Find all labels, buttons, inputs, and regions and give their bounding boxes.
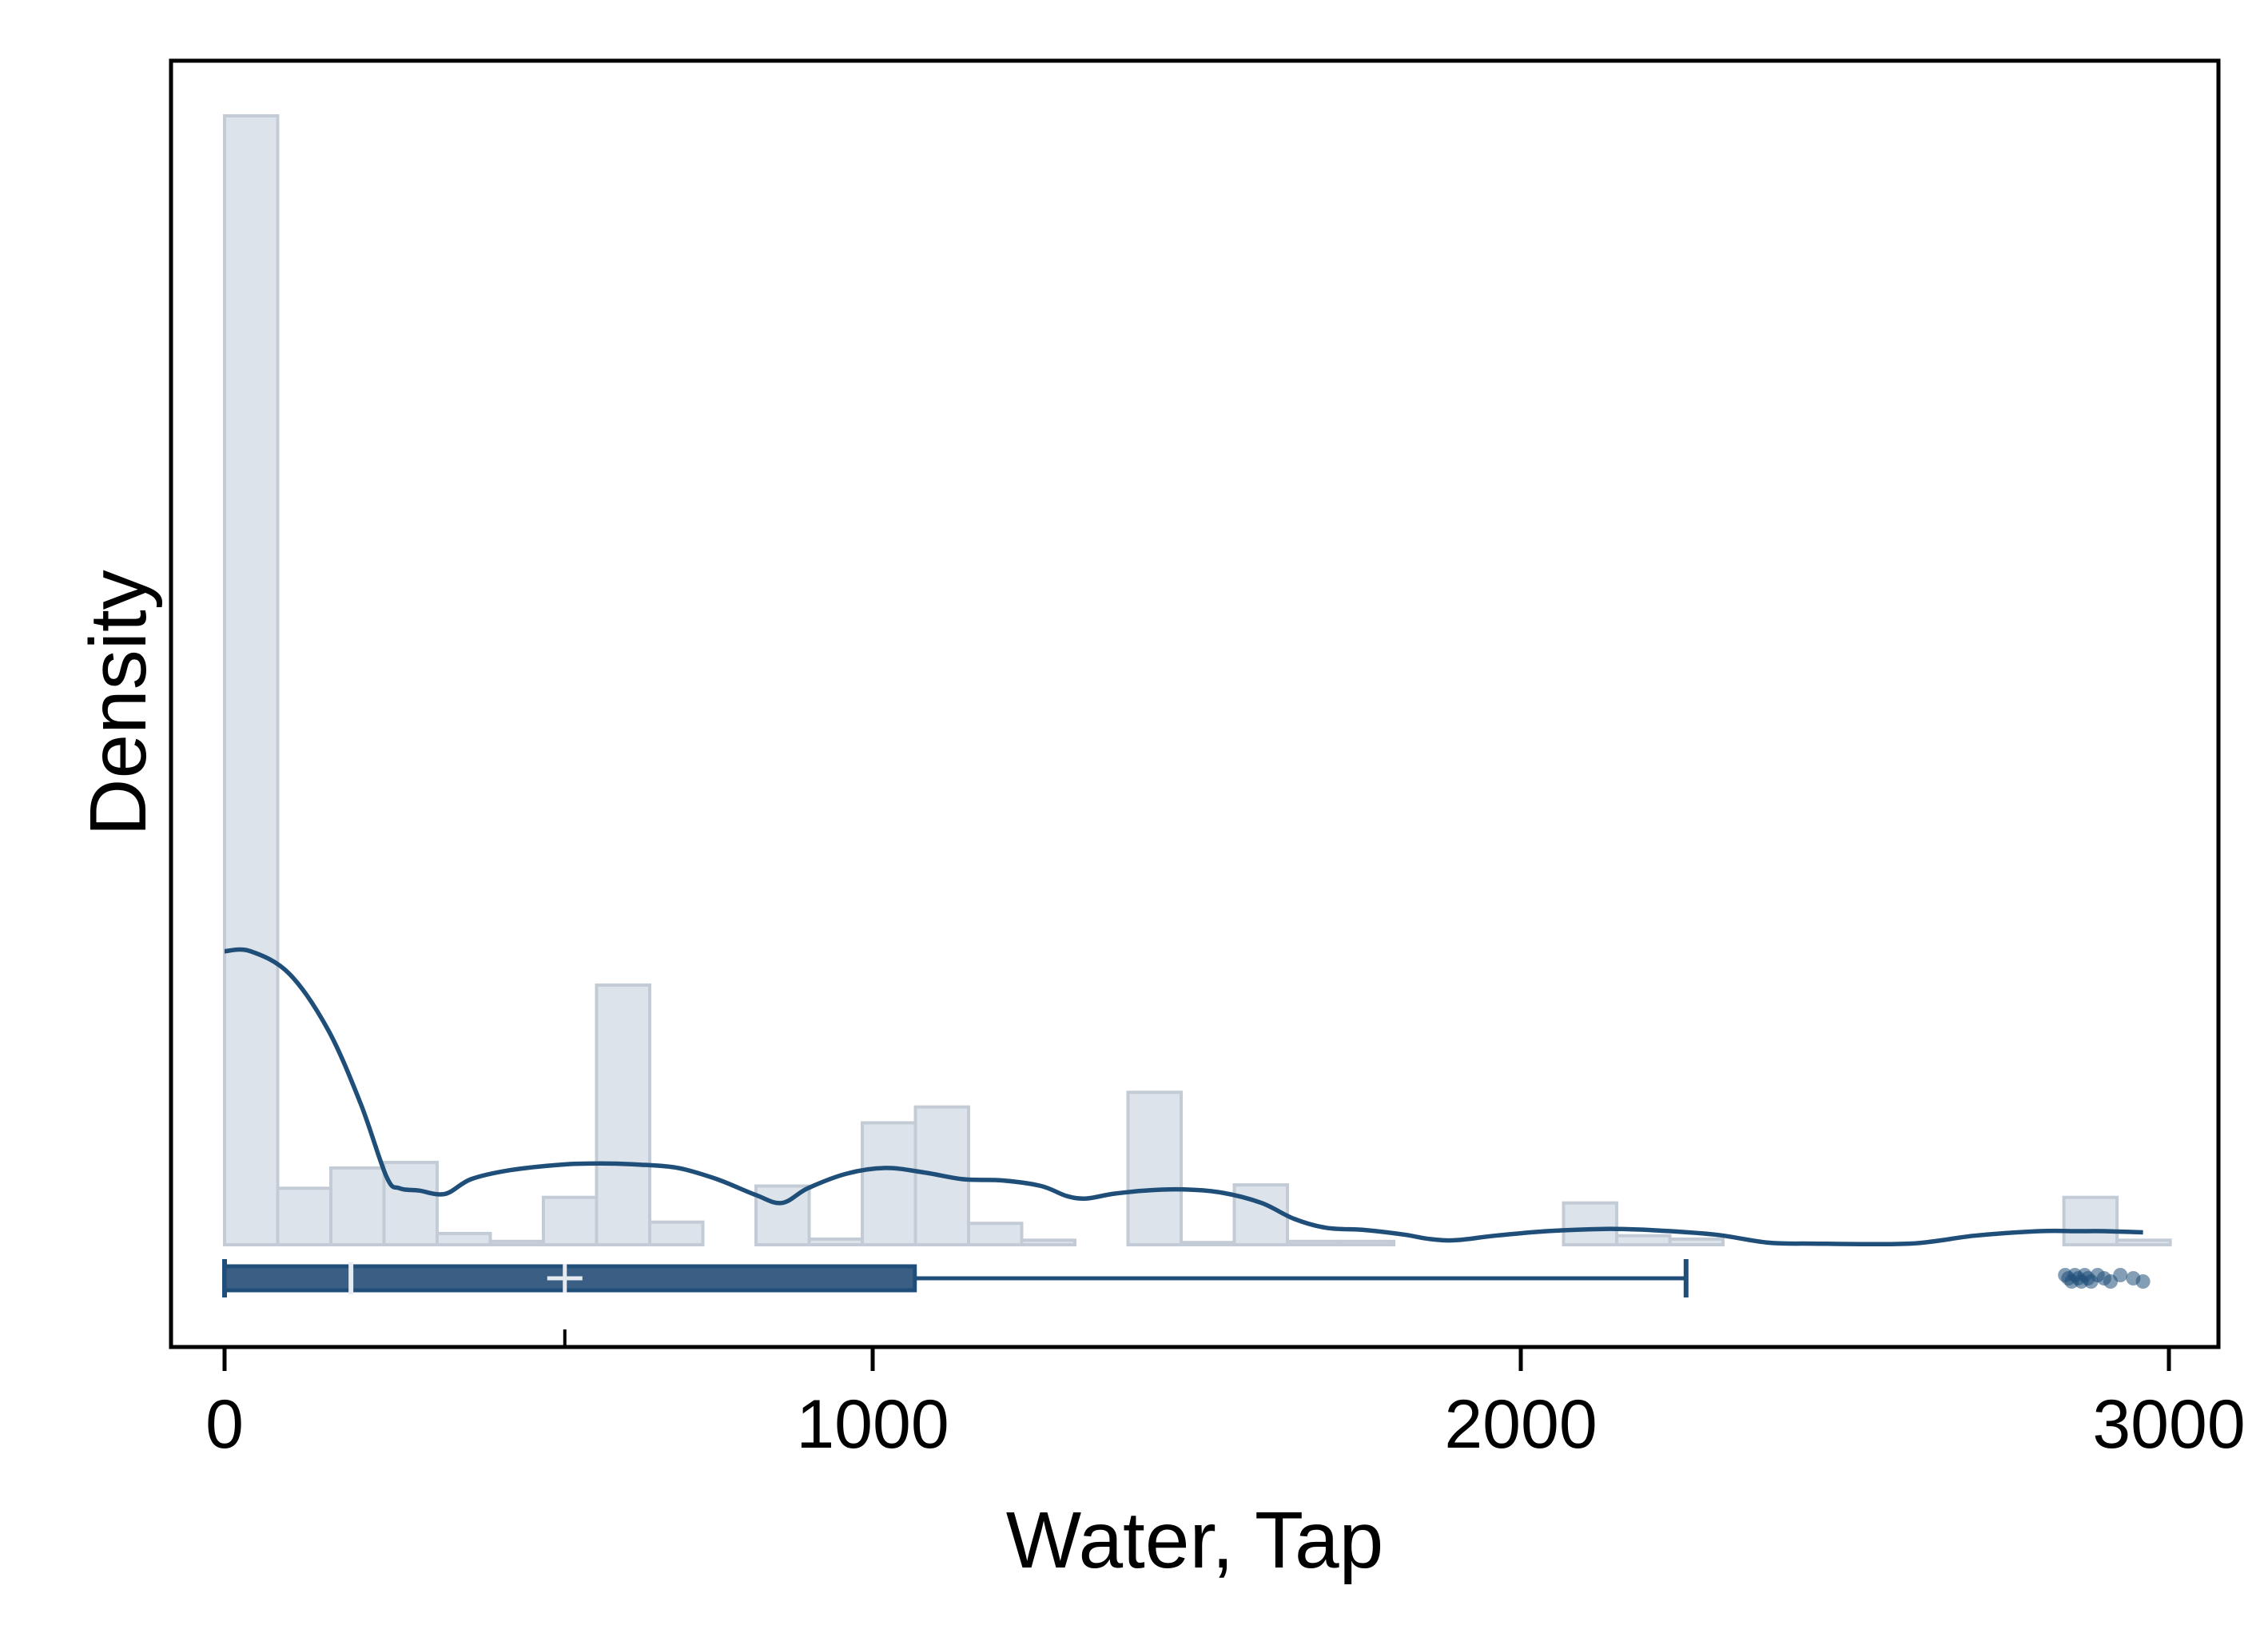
- histogram-bar: [807, 1237, 864, 1247]
- histogram-bar: [1562, 1201, 1618, 1246]
- histogram-bar: [542, 1195, 599, 1246]
- outlier-point: [2135, 1274, 2151, 1289]
- histogram-bar: [382, 1160, 439, 1247]
- histogram-bar: [276, 1186, 332, 1247]
- x-axis-title: Water, Tap: [1006, 1496, 1383, 1585]
- histogram-bar: [223, 114, 280, 1246]
- histogram-bar: [1286, 1239, 1343, 1247]
- histogram-bar: [1020, 1238, 1076, 1247]
- boxplot: [222, 1259, 1689, 1297]
- histogram-bar: [861, 1121, 917, 1247]
- x-axis: 0 1000 2000 3000: [171, 1329, 2246, 1463]
- histogram-bar: [1126, 1091, 1183, 1246]
- x-tick-label: 2000: [1444, 1386, 1597, 1463]
- histogram-bar: [1615, 1234, 1672, 1246]
- histogram-bar: [648, 1220, 705, 1246]
- x-tick-label: 3000: [2092, 1386, 2245, 1463]
- histogram-bar: [2115, 1238, 2172, 1247]
- histogram-bar: [967, 1222, 1024, 1246]
- outlier-point: [2113, 1268, 2128, 1282]
- histogram-bar: [2062, 1195, 2119, 1246]
- y-axis-title: Density: [74, 570, 163, 836]
- histogram-bar: [754, 1184, 811, 1246]
- x-tick-label: 0: [205, 1386, 244, 1463]
- kde-curve: [224, 947, 2143, 1247]
- histogram-bar: [1668, 1237, 1725, 1247]
- interquartile-box: [222, 1264, 917, 1293]
- outlier-points: [2058, 1268, 2151, 1289]
- histogram-bar: [329, 1166, 386, 1247]
- histogram-bar: [488, 1239, 545, 1247]
- histogram-bar: [595, 983, 651, 1246]
- histogram-bar: [436, 1231, 492, 1247]
- x-tick-label: 1000: [796, 1386, 949, 1463]
- histogram-bar: [1232, 1183, 1289, 1246]
- histogram-bar: [1339, 1239, 1395, 1247]
- histogram-bar: [1180, 1241, 1236, 1246]
